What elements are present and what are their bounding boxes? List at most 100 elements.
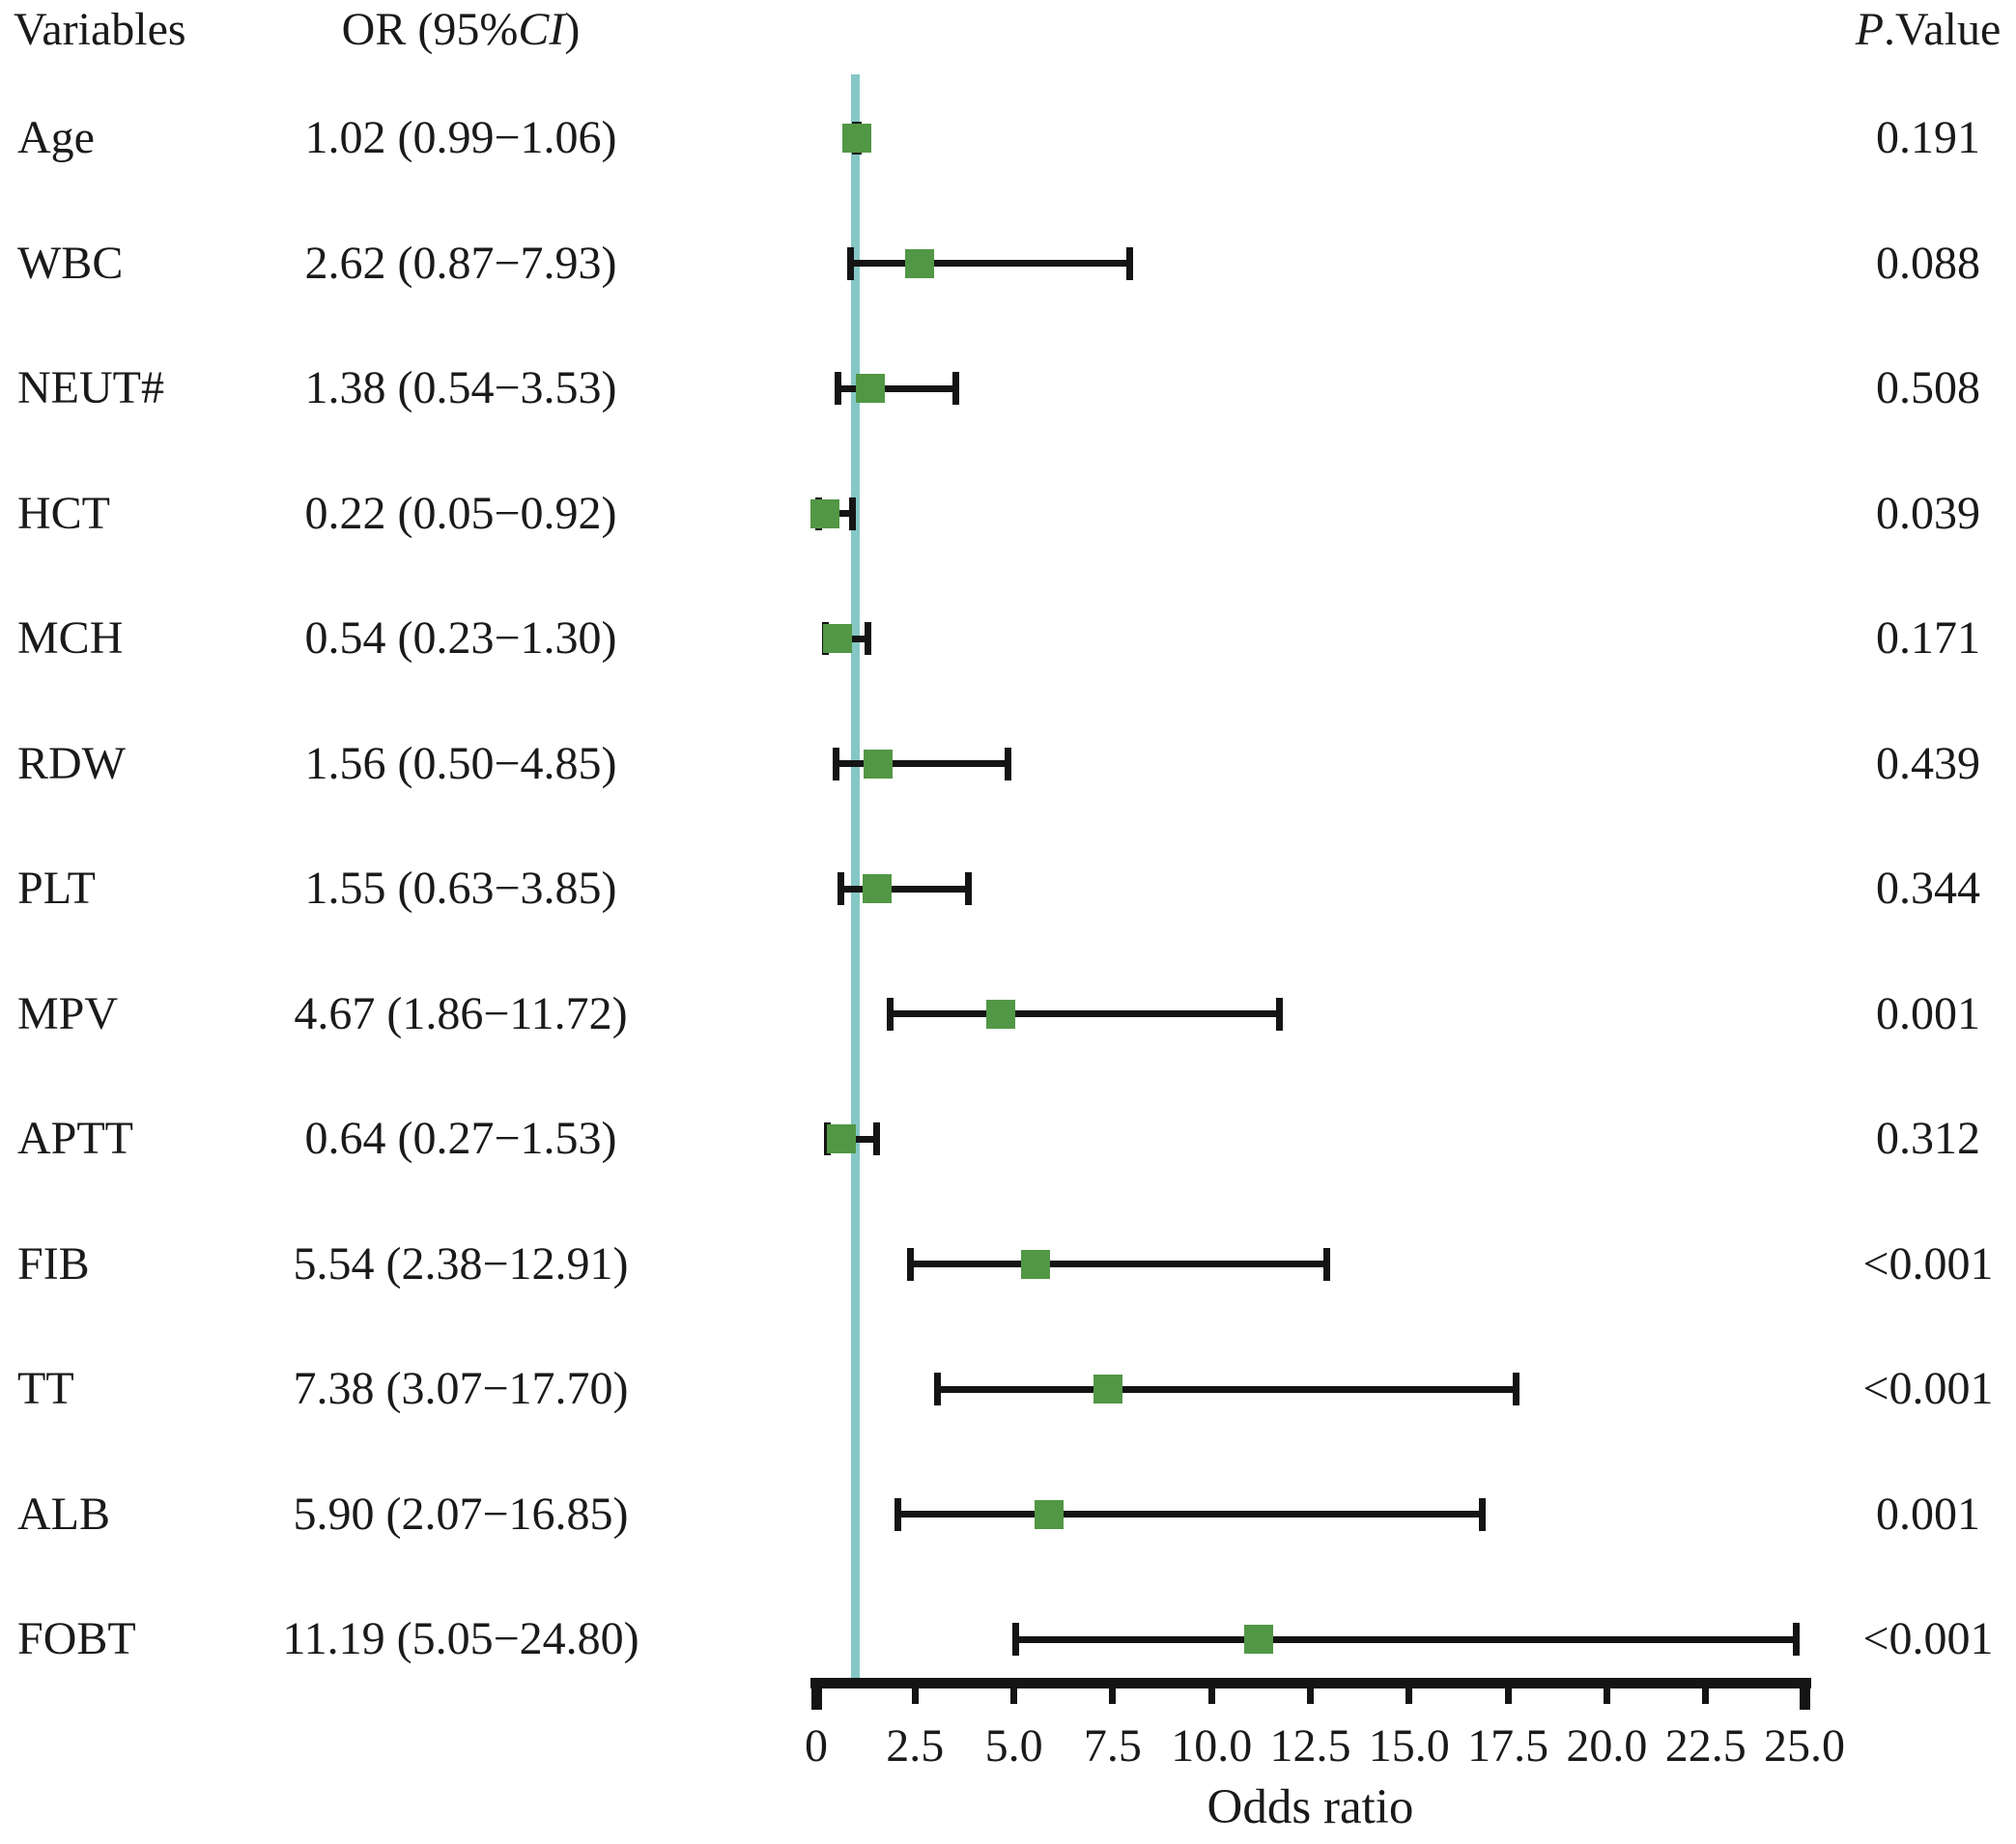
x-axis-tick-label: 17.5 <box>1467 1720 1549 1772</box>
or-ci-value: 4.67 (1.86−11.72) <box>294 987 628 1039</box>
x-axis-tick-label: 2.5 <box>886 1720 945 1772</box>
row-label: APTT <box>17 1113 133 1164</box>
or-ci-value: 5.90 (2.07−16.85) <box>293 1488 629 1540</box>
p-value: 0.191 <box>1876 112 1980 163</box>
row-label: FOBT <box>17 1613 136 1664</box>
ci-cap-right <box>1004 747 1011 780</box>
p-value: 0.312 <box>1876 1113 1980 1164</box>
p-value: 0.439 <box>1876 737 1980 789</box>
or-marker <box>856 374 886 403</box>
or-marker <box>1035 1499 1065 1529</box>
p-value: 0.001 <box>1876 1488 1980 1540</box>
ci-cap-right <box>873 1122 881 1155</box>
p-value: 0.344 <box>1876 863 1980 914</box>
ci-cap-left <box>838 872 845 905</box>
row-label: HCT <box>17 487 110 539</box>
p-value: <0.001 <box>1862 1363 1994 1414</box>
or-ci-value: 0.54 (0.23−1.30) <box>304 612 617 664</box>
or-marker <box>863 874 893 903</box>
or-header-ci-italic: CI <box>518 4 565 55</box>
ci-line <box>840 885 969 893</box>
x-axis-tick <box>1010 1688 1018 1704</box>
row-label: RDW <box>17 737 126 789</box>
ci-cap-left <box>832 747 839 780</box>
or-ci-value: 5.54 (2.38−12.91) <box>293 1237 629 1290</box>
ci-cap-right <box>1322 1247 1330 1281</box>
x-axis-title: Odds ratio <box>1207 1780 1414 1834</box>
ci-line <box>910 1261 1327 1267</box>
x-axis-tick-label: 22.5 <box>1664 1720 1746 1772</box>
or-marker <box>1020 1249 1050 1279</box>
ci-line <box>1015 1635 1797 1643</box>
or-marker <box>863 749 893 779</box>
x-axis-tick <box>1799 1688 1810 1710</box>
x-axis-line <box>810 1678 1811 1688</box>
ci-cap-left <box>934 1373 942 1405</box>
x-axis-tick <box>1307 1688 1314 1704</box>
ci-cap-left <box>834 372 841 405</box>
row-label: MPV <box>17 987 119 1039</box>
x-axis-tick-label: 12.5 <box>1269 1720 1351 1772</box>
p-value: 0.001 <box>1876 987 1980 1039</box>
x-axis-tick-label: 25.0 <box>1764 1720 1845 1772</box>
or-marker <box>810 498 839 528</box>
reference-line <box>851 74 861 1682</box>
x-axis-tick <box>911 1688 919 1704</box>
ci-cap-left <box>847 246 855 280</box>
p-value: 0.039 <box>1876 487 1980 539</box>
ci-line <box>890 1010 1280 1017</box>
x-axis-tick <box>1702 1688 1710 1704</box>
x-axis-tick-label: 10.0 <box>1171 1720 1253 1772</box>
x-axis-tick <box>1504 1688 1512 1704</box>
or-ci-value: 2.62 (0.87−7.93) <box>304 237 617 289</box>
x-axis-tick <box>1406 1688 1413 1704</box>
or-ci-value: 0.64 (0.27−1.53) <box>304 1113 617 1164</box>
ci-line <box>850 260 1130 267</box>
or-ci-value: 0.22 (0.05−0.92) <box>304 487 617 539</box>
x-axis-tick-label: 7.5 <box>1083 1720 1142 1772</box>
p-value: <0.001 <box>1862 1613 1994 1664</box>
column-header-or-ci: OR (95%CI) <box>248 0 673 60</box>
ci-cap-left <box>894 1497 902 1531</box>
x-axis-tick <box>1207 1688 1215 1704</box>
or-marker <box>1093 1375 1122 1404</box>
row-label: MCH <box>17 612 124 664</box>
row-label: NEUT# <box>17 362 164 413</box>
column-header-variables: Variables <box>14 4 186 55</box>
ci-cap-right <box>1479 1497 1486 1531</box>
or-header-suffix: ) <box>564 4 581 55</box>
ci-line <box>836 760 1008 767</box>
p-value: <0.001 <box>1862 1237 1994 1290</box>
or-ci-value: 11.19 (5.05−24.80) <box>282 1613 639 1664</box>
or-marker <box>841 124 871 153</box>
or-marker <box>827 1124 857 1153</box>
or-marker <box>905 248 935 278</box>
ci-line <box>838 384 956 392</box>
x-axis-tick-label: 5.0 <box>984 1720 1043 1772</box>
p-value: 0.171 <box>1876 612 1980 664</box>
ci-cap-right <box>1276 997 1284 1031</box>
ci-cap-right <box>864 622 871 655</box>
p-value: 0.088 <box>1876 237 1980 289</box>
pvalue-header-rest: .Value <box>1884 4 2002 55</box>
row-label: ALB <box>17 1488 110 1540</box>
ci-line <box>897 1511 1483 1518</box>
or-ci-value: 1.38 (0.54−3.53) <box>304 362 617 413</box>
or-header-prefix: OR (95% <box>341 4 519 55</box>
ci-cap-left <box>1012 1623 1020 1656</box>
row-label: FIB <box>17 1237 90 1290</box>
row-label: TT <box>17 1363 74 1414</box>
or-marker <box>986 999 1016 1029</box>
row-label: Age <box>17 112 95 163</box>
or-ci-value: 1.02 (0.99−1.06) <box>304 112 617 163</box>
or-ci-value: 1.55 (0.63−3.85) <box>304 863 617 914</box>
ci-cap-right <box>965 872 973 905</box>
pvalue-header-p-italic: P <box>1855 4 1885 55</box>
p-value: 0.508 <box>1876 362 1980 413</box>
ci-cap-left <box>886 997 894 1031</box>
row-label: WBC <box>17 237 124 289</box>
column-header-pvalue: P.Value <box>1754 0 2016 60</box>
ci-cap-right <box>1793 1623 1801 1656</box>
or-marker <box>1243 1625 1273 1654</box>
ci-cap-right <box>1125 246 1133 280</box>
